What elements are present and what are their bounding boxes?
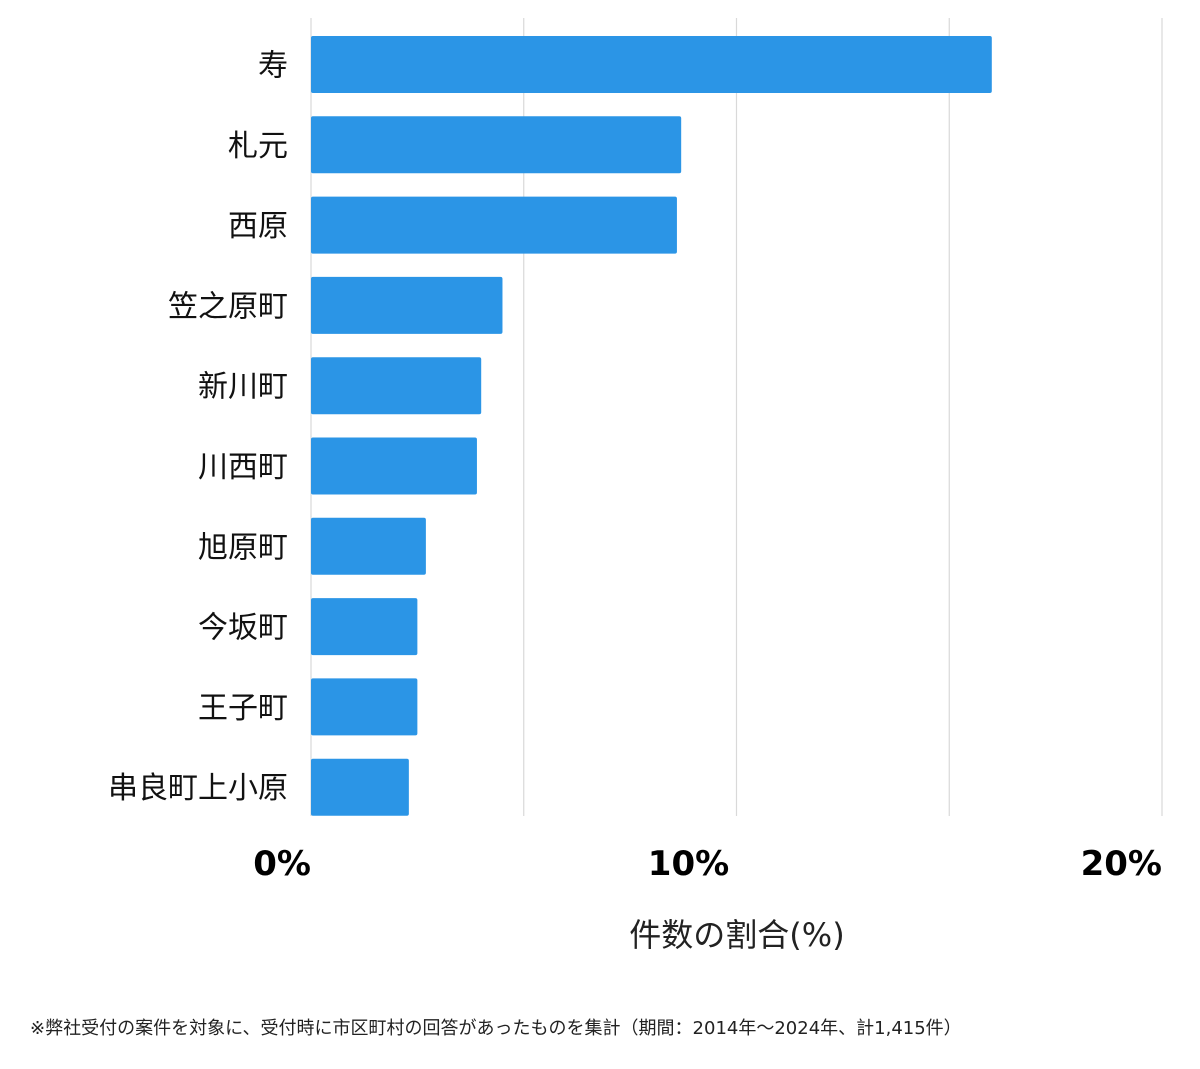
category-label: 笠之原町 — [168, 289, 288, 324]
bar — [311, 116, 682, 174]
category-label: 王子町 — [198, 691, 288, 726]
bar — [311, 678, 418, 736]
bars — [311, 36, 992, 816]
category-label: 新川町 — [198, 370, 288, 405]
bar — [311, 598, 418, 656]
category-label: 寿 — [258, 49, 288, 84]
bar — [311, 196, 677, 254]
x-tick-label: 10% — [648, 844, 729, 884]
bar — [311, 517, 426, 575]
x-axis-title: 件数の割合(%) — [629, 916, 844, 954]
x-tick-labels: 0% 10% 20% — [253, 844, 1162, 884]
category-label: 川西町 — [198, 450, 288, 485]
category-label: 今坂町 — [198, 611, 288, 646]
x-tick-label: 0% — [253, 844, 311, 884]
bar — [311, 437, 477, 495]
category-label: 西原 — [228, 209, 288, 244]
x-tick-label: 20% — [1081, 844, 1162, 884]
bar — [311, 357, 482, 415]
category-label: 旭原町 — [198, 530, 288, 565]
category-label: 札元 — [228, 129, 288, 164]
footnote: ※弊社受付の案件を対象に、受付時に市区町村の回答があったものを集計（期間：201… — [30, 1018, 962, 1039]
bar — [311, 36, 992, 93]
bar — [311, 758, 409, 816]
bar — [311, 276, 503, 334]
category-label: 串良町上小原 — [108, 771, 288, 806]
